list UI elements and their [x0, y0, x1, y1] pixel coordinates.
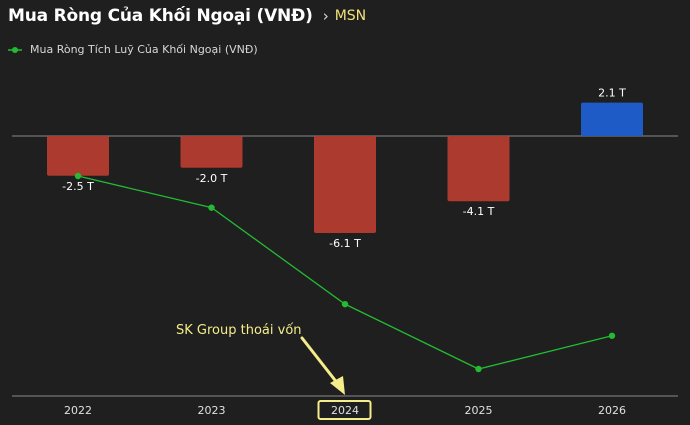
annotation-arrow-shaft	[300, 336, 340, 386]
line-point-2025	[475, 365, 482, 373]
chart-title: Mua Ròng Của Khối Ngoại (VNĐ)	[8, 6, 313, 26]
chart-legend: Mua Ròng Tích Luỹ Của Khối Ngoại (VNĐ)	[8, 43, 258, 56]
x-tick-label-2026: 2026	[598, 404, 626, 417]
chart-header: Mua Ròng Của Khối Ngoại (VNĐ) › MSN	[8, 4, 366, 28]
bar-value-label-2025: -4.1 T	[463, 205, 495, 218]
chevron-right-icon: ›	[322, 6, 329, 25]
annotation-text: SK Group thoái vốn	[176, 323, 302, 338]
source-label[interactable]: MSN	[334, 8, 367, 24]
x-tick-label-2025: 2025	[465, 404, 493, 417]
line-point-2022	[74, 172, 82, 180]
bar-2022	[47, 136, 109, 176]
bar-value-label-2022: -2.5 T	[62, 180, 94, 193]
line-point-2026	[608, 332, 616, 339]
line-point-2024	[341, 300, 349, 308]
x-tick-label-2022: 2022	[64, 404, 92, 417]
bar-value-label-2026: 2.1 T	[598, 87, 626, 100]
bar-value-label-2023: -2.0 T	[196, 172, 228, 185]
bar-2023	[180, 136, 243, 168]
legend-label: Mua Ròng Tích Luỹ Của Khối Ngoại (VNĐ)	[30, 43, 258, 56]
legend-line-icon	[8, 46, 22, 53]
bar-2026	[581, 102, 643, 136]
bar-2025	[447, 136, 510, 202]
bar-2024	[314, 136, 376, 233]
bar-value-label-2024: -6.1 T	[329, 237, 361, 250]
annotation-arrow-head	[330, 376, 345, 395]
x-tick-label-2024: 2024	[331, 404, 359, 417]
source-link[interactable]: › MSN	[323, 8, 366, 24]
highlight-box	[317, 400, 372, 420]
x-tick-label-2023: 2023	[198, 404, 226, 417]
line-point-2023	[208, 204, 215, 211]
